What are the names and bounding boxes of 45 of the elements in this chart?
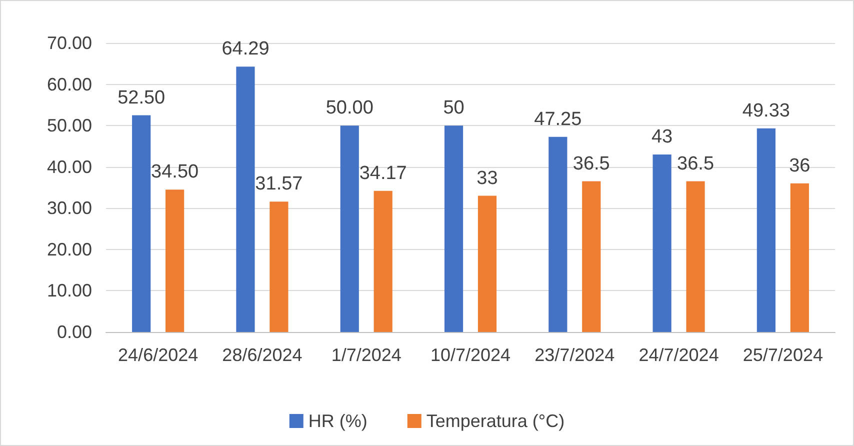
- x-tick-label: 24/7/2024: [638, 345, 719, 365]
- bar: [236, 66, 255, 332]
- x-tick-label: 1/7/2024: [331, 345, 402, 365]
- data-label: 50.00: [326, 98, 374, 119]
- data-label: 52.50: [118, 87, 166, 108]
- y-tick-label: 0.00: [56, 322, 92, 342]
- bar: [444, 126, 464, 332]
- bar: [374, 190, 392, 332]
- bar: [652, 154, 672, 332]
- bar: [756, 128, 776, 332]
- y-tick-label: 50.00: [46, 116, 92, 136]
- y-tick-label: 30.00: [46, 198, 92, 218]
- y-tick-label: 40.00: [46, 156, 92, 177]
- bar: [166, 190, 184, 332]
- data-label: 34.50: [151, 162, 199, 183]
- data-label: 49.33: [742, 100, 790, 122]
- y-tick-label: 20.00: [46, 239, 92, 260]
- x-tick-label: 23/7/2024: [534, 345, 615, 365]
- bar: [548, 136, 568, 332]
- data-label: 36.5: [677, 153, 714, 174]
- data-label: 33: [476, 168, 498, 189]
- y-tick-label: 70.00: [46, 33, 92, 53]
- x-tick-label: 10/7/2024: [430, 345, 511, 365]
- x-tick-label: 24/6/2024: [118, 345, 198, 365]
- data-label: 31.57: [255, 174, 303, 195]
- x-tick-label: 25/7/2024: [742, 345, 823, 365]
- data-label: 43: [651, 126, 673, 148]
- legend-label: HR (%): [308, 411, 368, 431]
- y-tick-label: 10.00: [46, 280, 92, 301]
- bar: [582, 181, 601, 332]
- data-label: 34.17: [359, 162, 407, 184]
- bar: [686, 181, 705, 332]
- y-tick-label: 60.00: [46, 74, 92, 94]
- bar: [478, 196, 497, 332]
- bar: [340, 126, 359, 332]
- bar: [790, 183, 809, 332]
- bar: [132, 115, 151, 332]
- data-label: 36: [789, 155, 810, 176]
- data-label: 36.5: [572, 153, 610, 174]
- data-label: 50: [443, 98, 464, 119]
- legend-label: Temperatura (°C): [426, 411, 565, 431]
- x-tick-label: 28/6/2024: [222, 345, 302, 365]
- bar: [270, 202, 288, 332]
- data-label: 64.29: [222, 38, 270, 60]
- data-label: 47.25: [534, 108, 582, 130]
